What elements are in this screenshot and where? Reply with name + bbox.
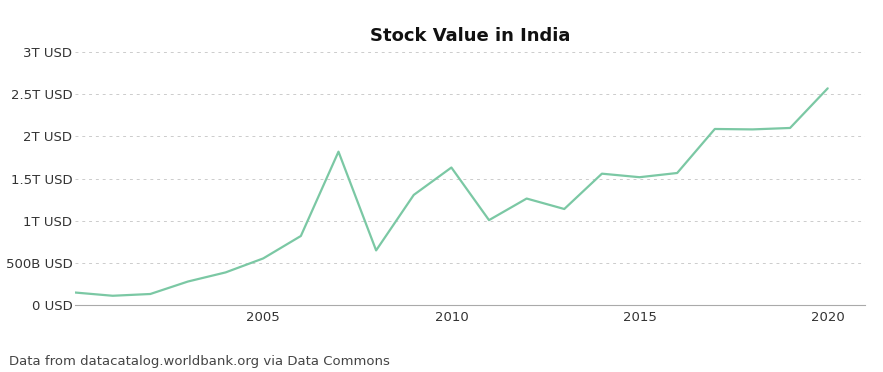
- Title: Stock Value in India: Stock Value in India: [370, 27, 570, 45]
- Text: Data from datacatalog.worldbank.org via Data Commons: Data from datacatalog.worldbank.org via …: [9, 355, 389, 368]
